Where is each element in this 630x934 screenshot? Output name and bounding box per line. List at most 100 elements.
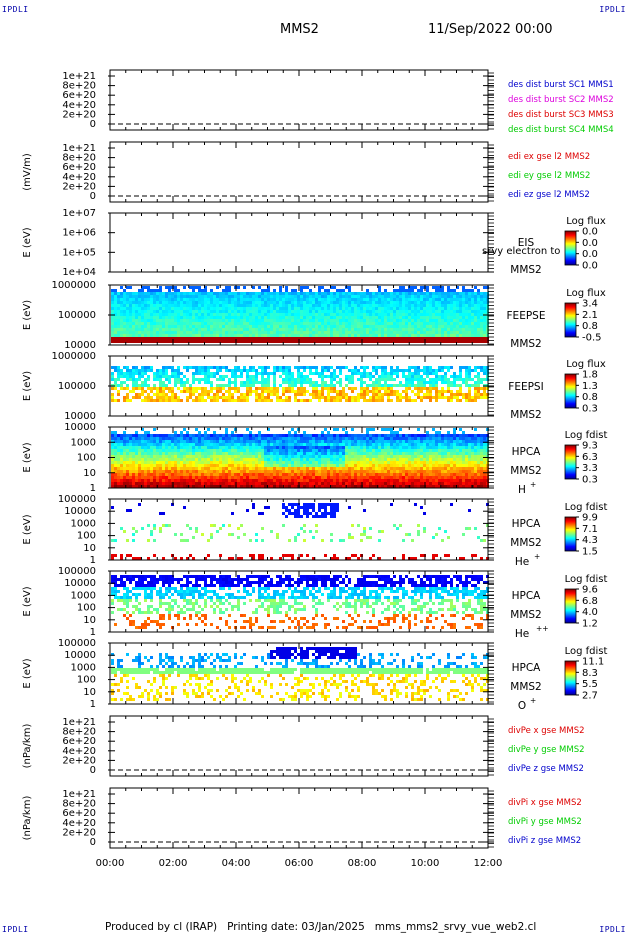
spectrogram-pixel — [405, 381, 408, 384]
spectrogram-pixel — [369, 310, 372, 313]
spectrogram-pixel — [327, 366, 330, 369]
spectrogram-pixel — [135, 328, 138, 331]
spectrogram-pixel — [198, 316, 201, 319]
spectrogram-pixel — [153, 393, 156, 396]
spectrogram-pixel — [279, 473, 282, 476]
spectrogram-pixel — [267, 467, 270, 470]
spectrogram-pixel — [465, 310, 468, 313]
spectrogram-pixel — [429, 372, 432, 375]
spectrogram-pixel — [165, 337, 168, 340]
spectrogram-pixel — [129, 375, 132, 378]
spectrogram-pixel — [255, 482, 258, 485]
spectrogram-pixel — [252, 437, 255, 440]
spectrogram-pixel — [186, 301, 189, 304]
spectrogram-pixel — [324, 310, 327, 313]
spectrogram-pixel — [225, 440, 228, 443]
spectrogram-pixel — [285, 449, 288, 452]
spectrogram-pixel — [363, 372, 366, 375]
spectrogram-pixel — [264, 316, 267, 319]
spectrogram-pixel — [357, 313, 360, 316]
spectrogram-pixel — [147, 378, 150, 381]
spectrogram-pixel — [234, 325, 237, 328]
spectrogram-pixel — [204, 378, 207, 381]
spectrogram-pixel — [357, 372, 360, 375]
spectrogram-pixel — [129, 452, 132, 455]
spectrogram-pixel — [465, 295, 468, 298]
spectrogram-pixel — [294, 470, 297, 473]
spectrogram-pixel — [300, 289, 303, 292]
spectrogram-pixel — [228, 286, 231, 289]
spectrogram-pixel — [384, 387, 387, 390]
spectrogram-pixel — [291, 467, 294, 470]
spectrogram-pixel — [330, 313, 333, 316]
spectrogram-pixel — [201, 446, 204, 449]
spectrogram-pixel — [132, 331, 135, 334]
spectrogram-pixel — [309, 298, 312, 301]
spectrogram-pixel — [426, 396, 429, 399]
spectrogram-pixel — [150, 440, 153, 443]
spectrogram-pixel — [309, 372, 312, 375]
spectrogram-pixel — [378, 316, 381, 319]
spectrogram-pixel — [174, 331, 177, 334]
spectrogram-pixel — [279, 325, 282, 328]
spectrogram-pixel — [258, 455, 261, 458]
spectrogram-pixel — [354, 366, 357, 369]
spectrogram-pixel — [393, 322, 396, 325]
spectrogram-pixel — [468, 313, 471, 316]
spectrogram-pixel — [231, 298, 234, 301]
spectrogram-pixel — [186, 381, 189, 384]
spectrogram-pixel — [189, 301, 192, 304]
spectrogram-pixel — [459, 340, 462, 343]
spectrogram-pixel — [408, 322, 411, 325]
spectrogram-pixel — [219, 319, 222, 322]
spectrogram-pixel — [354, 292, 357, 295]
spectrogram-pixel — [402, 289, 405, 292]
spectrogram-pixel — [417, 393, 420, 396]
spectrogram-pixel — [180, 461, 183, 464]
spectrogram-pixel — [435, 325, 438, 328]
spectrogram-pixel — [456, 340, 459, 343]
spectrogram-pixel — [258, 331, 261, 334]
spectrogram-pixel — [141, 307, 144, 310]
spectrogram-pixel — [219, 461, 222, 464]
spectrogram-pixel — [165, 325, 168, 328]
spectrogram-pixel — [357, 310, 360, 313]
spectrogram-pixel — [477, 375, 480, 378]
spectrogram-pixel — [372, 393, 375, 396]
spectrogram-pixel — [171, 470, 174, 473]
spectrogram-pixel — [156, 434, 159, 437]
spectrogram-pixel — [255, 470, 258, 473]
spectrogram-pixel — [180, 337, 183, 340]
spectrogram-pixel — [462, 286, 465, 289]
spectrogram-pixel — [156, 378, 159, 381]
spectrogram-pixel — [141, 310, 144, 313]
spectrogram-pixel — [414, 304, 417, 307]
spectrogram-pixel — [204, 304, 207, 307]
spectrogram-pixel — [180, 473, 183, 476]
spectrogram-pixel — [363, 319, 366, 322]
spectrogram-pixel — [207, 485, 210, 488]
spectrogram-pixel — [267, 313, 270, 316]
spectrogram-pixel — [393, 316, 396, 319]
spectrogram-pixel — [144, 334, 147, 337]
spectrogram-pixel — [249, 485, 252, 488]
spectrogram-pixel — [237, 375, 240, 378]
spectrogram-pixel — [168, 375, 171, 378]
spectrogram-pixel — [249, 434, 252, 437]
spectrogram-pixel — [426, 298, 429, 301]
spectrogram-pixel — [129, 328, 132, 331]
spectrogram-pixel — [444, 304, 447, 307]
spectrogram-pixel — [207, 316, 210, 319]
spectrogram-pixel — [195, 295, 198, 298]
spectrogram-pixel — [267, 334, 270, 337]
spectrogram-pixel — [345, 316, 348, 319]
spectrogram-pixel — [129, 467, 132, 470]
spectrogram-pixel — [240, 337, 243, 340]
spectrogram-pixel — [297, 393, 300, 396]
spectrogram-pixel — [474, 369, 477, 372]
spectrogram-pixel — [156, 440, 159, 443]
spectrogram-pixel — [411, 301, 414, 304]
spectrogram-pixel — [228, 313, 231, 316]
spectrogram-pixel — [258, 449, 261, 452]
spectrogram-pixel — [237, 325, 240, 328]
